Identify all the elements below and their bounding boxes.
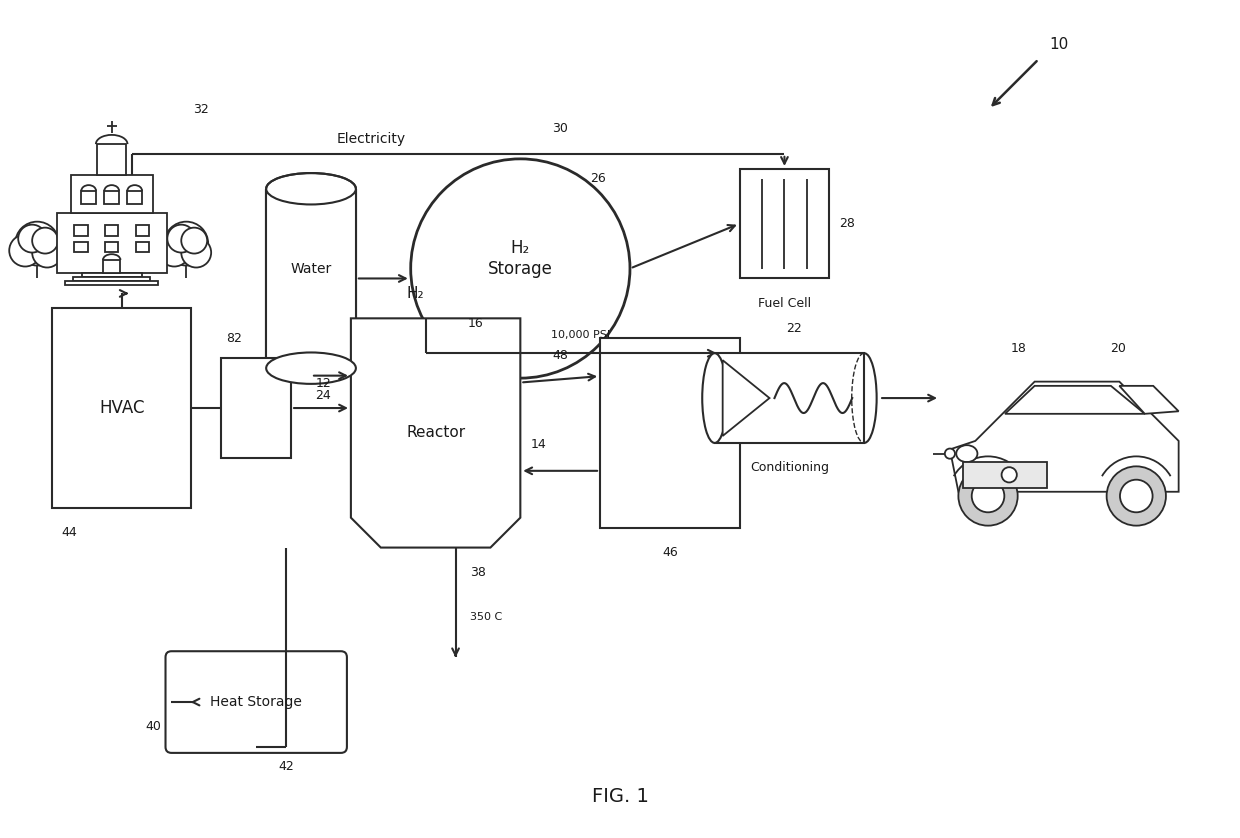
Text: 28: 28	[839, 217, 856, 230]
Text: 44: 44	[62, 526, 78, 539]
Bar	[52, 308, 191, 508]
Polygon shape	[351, 318, 521, 547]
Text: Water: Water	[290, 261, 331, 276]
Ellipse shape	[956, 445, 977, 462]
Circle shape	[1002, 468, 1017, 483]
Text: 22: 22	[786, 322, 802, 335]
Circle shape	[1120, 479, 1153, 512]
Ellipse shape	[267, 173, 356, 204]
Text: 26: 26	[590, 173, 606, 185]
Bar	[71, 175, 153, 213]
Bar	[104, 191, 119, 204]
Bar	[105, 225, 118, 236]
Circle shape	[945, 448, 955, 458]
Bar	[74, 241, 88, 252]
Circle shape	[9, 235, 41, 266]
Bar	[600, 339, 739, 528]
Text: 24: 24	[315, 389, 331, 402]
Text: 82: 82	[227, 332, 242, 344]
Text: 14: 14	[531, 438, 546, 451]
Text: 32: 32	[193, 102, 210, 116]
Bar	[714, 354, 864, 443]
Text: 10: 10	[1049, 37, 1068, 52]
Circle shape	[181, 228, 207, 254]
Circle shape	[972, 479, 1004, 512]
Text: Electricity: Electricity	[336, 132, 405, 146]
Bar	[267, 189, 356, 368]
Text: Fuel Cell: Fuel Cell	[758, 297, 811, 310]
Circle shape	[32, 238, 62, 267]
Text: 38: 38	[470, 566, 486, 579]
Bar	[136, 241, 149, 252]
Text: Heat Storage: Heat Storage	[211, 695, 303, 709]
Text: Conditioning: Conditioning	[750, 462, 828, 474]
Text: H₂: H₂	[407, 286, 424, 301]
Text: 12: 12	[316, 376, 332, 390]
Ellipse shape	[267, 353, 356, 384]
Polygon shape	[1004, 385, 1145, 414]
Bar	[739, 168, 830, 278]
Bar	[57, 213, 166, 273]
Bar	[136, 225, 149, 236]
Circle shape	[959, 466, 1018, 525]
Circle shape	[181, 238, 211, 267]
Text: H₂
Storage: H₂ Storage	[487, 239, 553, 278]
Bar	[103, 260, 120, 273]
Text: FIG. 1: FIG. 1	[591, 787, 649, 806]
Text: 20: 20	[1110, 342, 1126, 354]
Text: 42: 42	[278, 760, 294, 773]
Bar	[221, 358, 291, 458]
Circle shape	[1106, 466, 1166, 525]
Bar	[962, 462, 1048, 488]
Text: 46: 46	[662, 546, 678, 559]
Text: 18: 18	[1011, 342, 1027, 354]
Bar	[105, 241, 118, 252]
Polygon shape	[950, 381, 1179, 492]
Text: Reactor: Reactor	[405, 426, 465, 441]
Text: 40: 40	[145, 721, 161, 733]
FancyBboxPatch shape	[165, 651, 347, 753]
Ellipse shape	[702, 354, 727, 443]
Bar	[128, 191, 143, 204]
Circle shape	[159, 235, 190, 266]
Text: 10,000 PSI: 10,000 PSI	[551, 330, 610, 340]
Bar	[74, 225, 88, 236]
Text: HVAC: HVAC	[99, 399, 144, 417]
Text: 350 C: 350 C	[470, 613, 502, 623]
Bar	[82, 273, 141, 277]
Text: 16: 16	[467, 317, 484, 330]
Polygon shape	[1120, 385, 1179, 414]
Bar	[64, 282, 159, 286]
Bar	[73, 277, 150, 282]
Bar	[97, 144, 126, 175]
Circle shape	[165, 222, 208, 266]
Circle shape	[32, 228, 58, 254]
Circle shape	[167, 225, 195, 252]
Circle shape	[19, 225, 46, 252]
Text: 48: 48	[552, 349, 568, 362]
Bar	[82, 191, 95, 204]
Polygon shape	[723, 360, 770, 436]
Text: 30: 30	[552, 122, 568, 136]
Circle shape	[410, 159, 630, 378]
Circle shape	[15, 222, 60, 266]
